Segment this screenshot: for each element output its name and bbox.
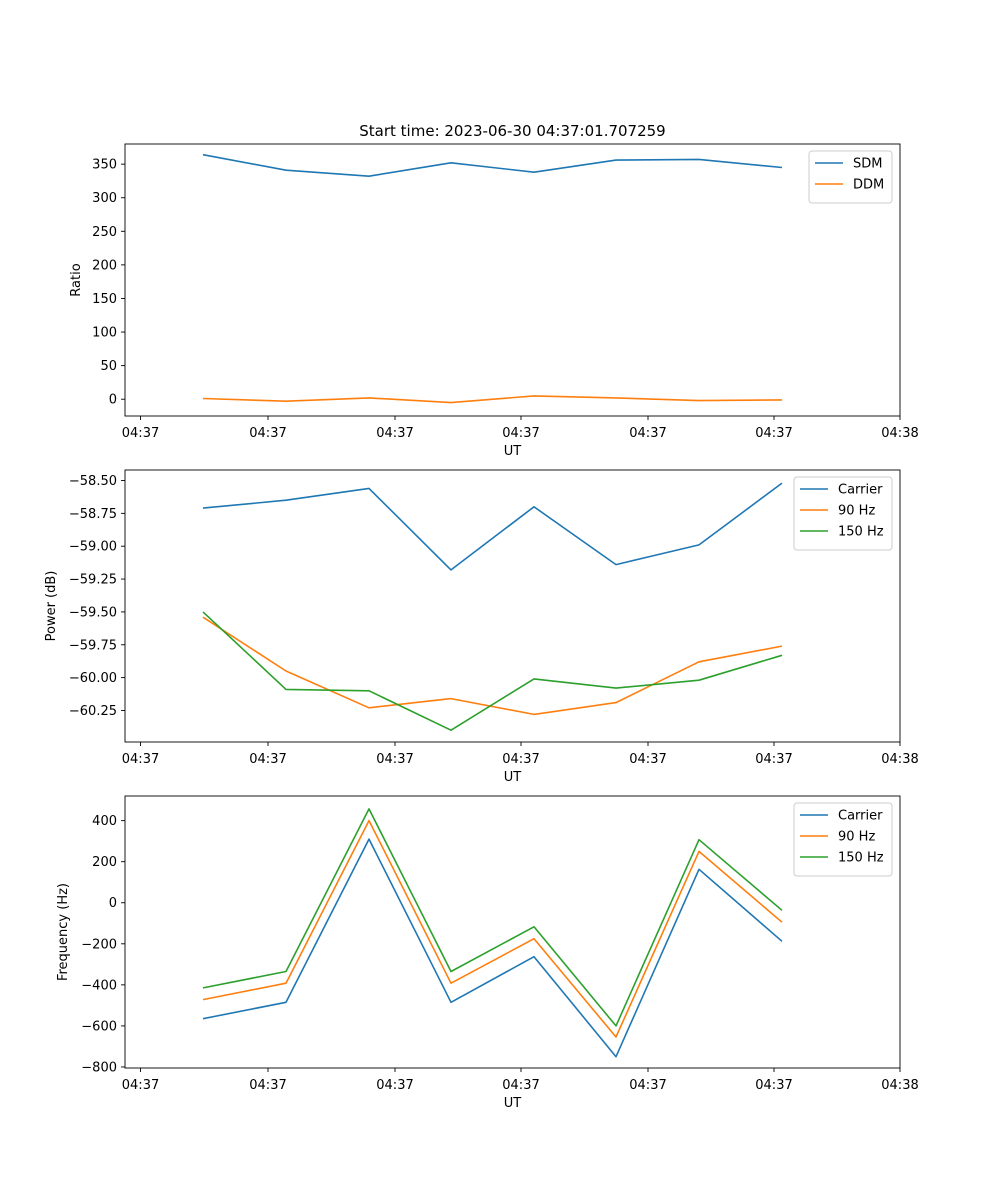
legend-entry: Carrier — [838, 483, 883, 498]
subplot-3: 04:37 04:37 04:37 04:37 04:37 04:37 04:38 400 20… — [56, 795, 919, 1111]
y-tick-label: −59.00 — [69, 540, 117, 555]
x-axis-label: UT — [504, 770, 522, 785]
y-tick-label: 0 — [109, 896, 117, 911]
legend: Carrier 90 Hz 150 Hz — [793, 802, 893, 877]
figure-title: Start time: 2023-06-30 04:37:01.707259 — [359, 122, 665, 140]
y-tick-label: 150 — [92, 292, 117, 307]
y-tick-label: 350 — [92, 158, 117, 173]
y-tick-label: −800 — [81, 1060, 117, 1075]
y-tick-label: −58.50 — [69, 474, 117, 489]
x-axis-label: UT — [504, 1096, 522, 1111]
x-tick-label: 04:37 — [502, 1078, 539, 1093]
y-tick-label: −59.75 — [69, 638, 117, 653]
x-tick-label: 04:37 — [249, 752, 286, 767]
x-tick-label: 04:38 — [881, 1078, 918, 1093]
legend-entry: 150 Hz — [838, 525, 884, 540]
legend-frame — [808, 150, 893, 204]
legend-entry: 90 Hz — [838, 830, 875, 845]
y-tick-label: 50 — [100, 359, 117, 374]
y-tick-label: −60.25 — [69, 704, 117, 719]
x-tick-label: 04:37 — [755, 1078, 792, 1093]
x-tick-label: 04:38 — [881, 426, 918, 441]
x-tick-label: 04:37 — [629, 426, 666, 441]
x-tick-label: 04:37 — [755, 752, 792, 767]
y-axis-label: Frequency (Hz) — [56, 883, 71, 981]
y-axis-label: Power (dB) — [44, 571, 59, 642]
series-line-1 — [202, 395, 783, 404]
y-tick-label: −58.75 — [69, 507, 117, 522]
x-tick-label: 04:37 — [122, 752, 159, 767]
y-tick-label: 400 — [92, 814, 117, 829]
y-tick-label: 300 — [92, 191, 117, 206]
y-tick-label: 250 — [92, 225, 117, 240]
series-line-2 — [202, 808, 783, 1027]
y-tick-label: −600 — [81, 1019, 117, 1034]
y-tick-label: −59.25 — [69, 573, 117, 588]
y-tick-label: 200 — [92, 258, 117, 273]
series-line-1 — [202, 819, 783, 1038]
legend-entry: 90 Hz — [838, 504, 875, 519]
x-tick-label: 04:37 — [755, 426, 792, 441]
x-tick-label: 04:37 — [629, 1078, 666, 1093]
legend: SDM DDM — [808, 150, 893, 204]
x-tick-label: 04:37 — [502, 426, 539, 441]
y-tick-label: −200 — [81, 937, 117, 952]
y-tick-label: −59.50 — [69, 605, 117, 620]
series-line-0 — [202, 482, 783, 571]
series-line-0 — [202, 838, 783, 1058]
x-tick-label: 04:38 — [881, 752, 918, 767]
axes-frame — [124, 795, 901, 1069]
x-tick-label: 04:37 — [122, 426, 159, 441]
y-tick-label: 100 — [92, 326, 117, 341]
legend: Carrier 90 Hz 150 Hz — [793, 476, 893, 551]
legend-entry: Carrier — [838, 809, 883, 824]
series-line-0 — [202, 153, 783, 177]
legend-entry: SDM — [853, 157, 882, 172]
series-line-2 — [202, 611, 783, 732]
x-tick-label: 04:37 — [376, 426, 413, 441]
x-tick-label: 04:37 — [376, 752, 413, 767]
y-tick-label: −60.00 — [69, 671, 117, 686]
subplot-2: 04:37 04:37 04:37 04:37 04:37 04:37 04:38 −58.5… — [44, 469, 919, 785]
legend-entry: 150 Hz — [838, 851, 884, 866]
series-line-1 — [202, 616, 783, 716]
y-tick-label: −400 — [81, 978, 117, 993]
x-tick-label: 04:37 — [629, 752, 666, 767]
subplot-1: 04:37 04:37 04:37 04:37 04:37 04:37 04:38 0 50 10… — [69, 143, 919, 459]
legend-entry: DDM — [853, 178, 884, 193]
x-tick-label: 04:37 — [249, 1078, 286, 1093]
y-tick-label: 0 — [109, 393, 117, 408]
axes-frame — [124, 143, 901, 417]
x-tick-label: 04:37 — [249, 426, 286, 441]
x-tick-label: 04:37 — [502, 752, 539, 767]
x-axis-label: UT — [504, 444, 522, 459]
axes-frame — [124, 469, 901, 743]
y-axis-label: Ratio — [69, 263, 84, 296]
x-tick-label: 04:37 — [376, 1078, 413, 1093]
y-tick-label: 200 — [92, 855, 117, 870]
x-tick-label: 04:37 — [122, 1078, 159, 1093]
